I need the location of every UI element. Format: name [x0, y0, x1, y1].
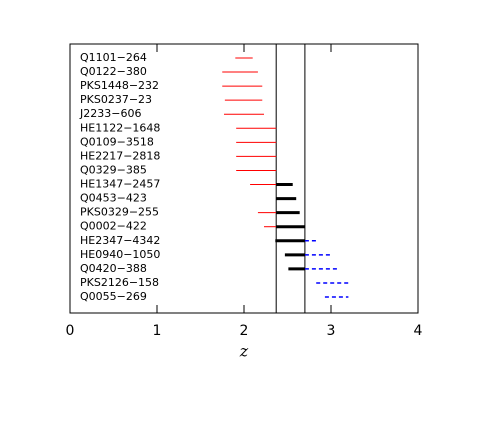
x-tick-label: 1 — [153, 323, 162, 339]
category-label: Q0122−380 — [80, 65, 147, 78]
x-tick-label: 2 — [240, 323, 249, 339]
category-label: PKS0329−255 — [80, 206, 159, 219]
category-label: Q0109−3518 — [80, 135, 154, 148]
category-label: HE2217−2818 — [80, 149, 160, 162]
category-label: HE0940−1050 — [80, 248, 160, 261]
category-label: Q0420−388 — [80, 262, 147, 275]
category-label: Q1101−264 — [80, 51, 147, 64]
category-label: HE1122−1648 — [80, 121, 160, 134]
category-label: HE1347−2457 — [80, 178, 160, 191]
category-label: Q0453−423 — [80, 192, 147, 205]
x-tick-label: 3 — [327, 323, 336, 339]
category-label: PKS2126−158 — [80, 276, 159, 289]
category-label: J2233−606 — [79, 107, 141, 120]
category-label: Q0055−269 — [80, 290, 147, 303]
category-label: Q0329−385 — [80, 163, 147, 176]
category-label: Q0002−422 — [80, 220, 147, 233]
x-tick-label: 4 — [414, 323, 423, 339]
category-label: HE2347−4342 — [80, 234, 160, 247]
x-tick-label: 0 — [66, 323, 75, 339]
x-axis-label: z — [239, 342, 249, 361]
category-label: PKS1448−232 — [80, 79, 159, 92]
category-label: PKS0237−23 — [80, 93, 152, 106]
